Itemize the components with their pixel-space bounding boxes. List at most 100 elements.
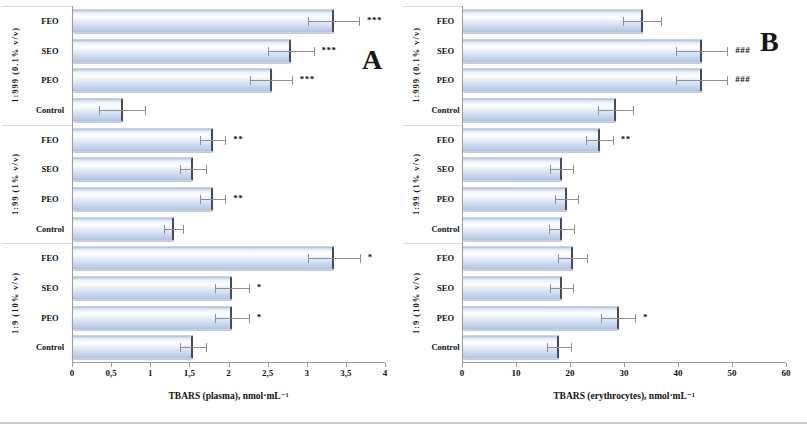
group-rows: FEO**SEOPEO**Control [28,125,385,244]
x-tick-mark [268,363,269,367]
error-bar [268,51,315,52]
x-axis-title: TBARS (plasma), nmol·mL⁻¹ [72,390,385,401]
category-label: FEO [28,135,72,145]
category-label: FEO [429,16,462,26]
bar-group: 1:9 (10% v/v)FEOSEOPEO*Control [403,243,786,362]
bar-row: SEO ### [429,36,786,66]
bar-track [462,95,786,125]
error-bar [676,80,728,81]
bar-track [462,243,786,273]
bar-track [462,273,786,303]
significance-label: *** [367,15,382,25]
bar-group: 1:99 (1% v/v)FEO**SEOPEOControl [403,125,786,244]
x-tick-label: 10 [512,368,521,378]
significance-label: ** [621,134,631,144]
bar-row: SEO* [28,273,385,303]
significance-label: * [257,282,262,292]
group-label: 1:9 (10% v/v) [411,272,421,334]
category-label: FEO [429,135,462,145]
error-bar [558,258,588,259]
category-label: SEO [429,164,462,174]
x-tick-mark [516,363,517,367]
bar-row: Control [28,332,385,362]
x-axis: 00,511,522,533,54 [72,362,385,378]
data-bar [462,39,702,62]
bar-row: PEO * [429,303,786,333]
error-bar [180,347,207,348]
data-bar [72,247,334,270]
bar-track: ** [462,125,786,155]
error-bar [676,51,728,52]
x-tick-label: 2,5 [262,368,273,378]
bar-row: PEO*** [28,65,385,95]
category-label: FEO [28,253,72,263]
significance-label: ** [233,134,243,144]
error-bar [586,140,614,141]
data-bar [462,98,616,121]
x-tick-mark [462,363,463,367]
x-tick-mark [229,363,230,367]
x-tick-label: 1,5 [184,368,195,378]
error-bar [200,199,227,200]
group-label-cell: 1:99 (1% v/v) [2,125,28,244]
plot-area: 1:999 (0.1% v/v)FEO***SEO***PEO***Contro… [2,6,385,362]
error-bar [598,110,635,111]
bar-row: PEO* [28,303,385,333]
category-label: SEO [429,46,462,56]
x-tick-label: 40 [674,368,683,378]
x-tick-mark [307,363,308,367]
category-label: PEO [429,194,462,204]
error-bar [250,80,292,81]
category-label: Control [429,342,462,352]
x-tick-label: 50 [728,368,737,378]
x-tick-mark [150,363,151,367]
data-bar [462,306,619,329]
figure: 1:999 (0.1% v/v)FEO***SEO***PEO***Contro… [0,0,807,424]
bar-row: SEO*** [28,36,385,66]
x-axis: 0102030405060 [462,362,786,378]
plot-area: 1:999 (0.1% v/v)FEO SEO ### PEO ### Control 1:… [403,6,786,362]
bar-track: ### [462,36,786,66]
significance-label: *** [300,74,315,84]
error-bar [215,288,249,289]
bar-row: Control [429,95,786,125]
x-tick-label: 60 [782,368,791,378]
category-label: Control [28,105,72,115]
bar-group: 1:9 (10% v/v)FEO*SEO*PEO*Control [2,243,385,362]
data-bar [462,276,562,299]
bar-row: FEO ** [429,125,786,155]
x-tick-label: 2 [226,368,231,378]
x-tick-label: 0,5 [106,368,117,378]
bar-row: FEO [429,6,786,36]
error-bar [164,229,184,230]
error-bar [200,140,227,141]
category-label: SEO [28,164,72,174]
bar-track [462,332,786,362]
error-bar [308,21,360,22]
bar-row: FEO*** [28,6,385,36]
category-label: PEO [429,75,462,85]
bar-track: * [72,303,385,333]
bar-track [462,154,786,184]
bar-track [72,154,385,184]
data-bar [462,128,600,151]
bar-row: SEO [28,154,385,184]
bar-track: ### [462,65,786,95]
significance-label: ### [735,74,750,84]
bar-row: PEO ### [429,65,786,95]
x-tick-mark [385,363,386,367]
bar-row: Control [28,95,385,125]
bar-row: Control [429,214,786,244]
data-bar [462,247,573,270]
category-label: PEO [429,313,462,323]
y-axis-line [72,6,73,363]
category-label: Control [429,224,462,234]
group-label-cell: 1:999 (0.1% v/v) [2,6,28,125]
group-label-cell: 1:999 (0.1% v/v) [403,6,429,125]
x-tick-mark [72,363,73,367]
bar-track [72,214,385,244]
category-label: SEO [28,46,72,56]
significance-label: ### [735,45,750,55]
significance-label: * [643,312,648,322]
data-bar [72,336,193,359]
